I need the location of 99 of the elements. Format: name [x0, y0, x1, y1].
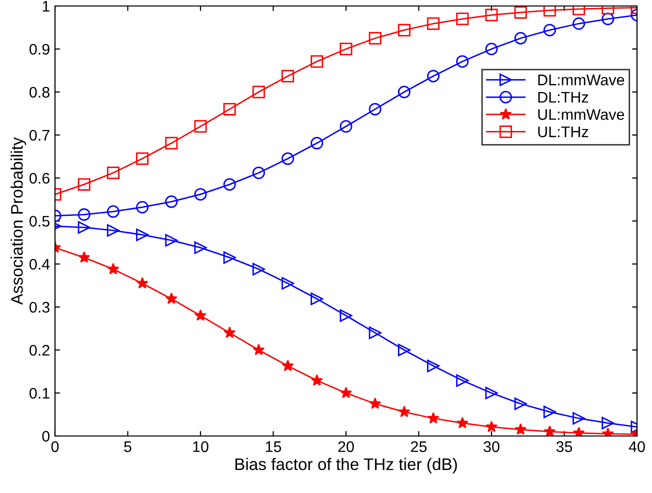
- point: [252, 166, 265, 180]
- point: [165, 292, 178, 304]
- point: [310, 374, 323, 386]
- point: [78, 221, 90, 234]
- legend-label: DL:mmWave: [538, 74, 624, 86]
- point: [78, 251, 90, 263]
- y-tick-label: 0.1: [30, 388, 50, 399]
- point: [194, 188, 207, 201]
- x-tick-label: 25: [411, 441, 427, 452]
- x-tick-label: 10: [193, 441, 208, 452]
- point: [514, 32, 527, 44]
- legend-label: UL:mmWave: [538, 109, 624, 120]
- point: [486, 420, 498, 432]
- point: [340, 42, 352, 56]
- point: [310, 292, 324, 306]
- point: [310, 136, 324, 150]
- point: [282, 277, 294, 290]
- point: [252, 86, 265, 98]
- y-tick-label: 0.7: [30, 130, 50, 141]
- point: [572, 426, 585, 436]
- x-tick-label: 40: [628, 441, 645, 452]
- point: [427, 17, 440, 30]
- x-axis-title: Bias factor of the THz tier (dB): [235, 458, 457, 474]
- point: [543, 406, 556, 418]
- y-tick-label: 0.9: [30, 44, 50, 55]
- point: [544, 425, 556, 436]
- point: [427, 360, 440, 372]
- point: [340, 386, 352, 398]
- y-tick-label: 0.6: [30, 172, 50, 184]
- y-axis-title: Association Probability: [10, 137, 26, 305]
- point: [485, 386, 498, 400]
- y-tick-label: 0.4: [30, 258, 50, 270]
- point: [78, 208, 90, 221]
- point: [282, 70, 294, 82]
- point: [194, 241, 207, 254]
- point: [223, 102, 236, 116]
- point: [572, 17, 586, 30]
- x-tick-label: 30: [484, 441, 500, 452]
- point: [136, 277, 148, 289]
- point: [398, 344, 410, 356]
- point: [252, 344, 265, 356]
- legend-label: DL:THz: [538, 92, 588, 102]
- point: [106, 166, 120, 180]
- y-tick-label: 0.3: [30, 302, 50, 313]
- point: [572, 412, 586, 425]
- point: [543, 24, 556, 36]
- point: [398, 86, 410, 98]
- point: [136, 152, 149, 165]
- point: [456, 12, 469, 26]
- y-tick-label: 1: [42, 1, 50, 12]
- x-tick-label: 15: [266, 441, 282, 452]
- x-tick-label: 35: [556, 441, 572, 452]
- point: [514, 6, 527, 19]
- point: [485, 8, 498, 22]
- x-tick-label: 5: [124, 441, 132, 452]
- point: [398, 406, 410, 418]
- legend-label: UL:THz: [538, 126, 588, 138]
- point: [368, 326, 382, 340]
- x-tick-label: 0: [51, 441, 59, 452]
- point: [602, 416, 614, 430]
- point: [165, 195, 178, 208]
- point: [194, 309, 206, 321]
- point: [165, 136, 178, 150]
- point: [223, 251, 236, 264]
- y-tick-label: 0: [42, 430, 50, 442]
- point: [427, 412, 440, 424]
- point: [340, 120, 352, 133]
- point: [78, 178, 90, 191]
- point: [456, 416, 468, 428]
- point: [194, 120, 207, 133]
- point: [602, 12, 614, 26]
- x-tick-label: 20: [338, 441, 354, 452]
- point: [106, 224, 120, 237]
- point: [485, 42, 498, 56]
- point: [136, 200, 149, 214]
- point: [107, 262, 120, 274]
- point: [368, 102, 382, 116]
- point: [223, 178, 236, 191]
- point: [398, 24, 410, 36]
- point: [252, 262, 265, 276]
- point: [165, 234, 178, 247]
- y-tick-label: 0.2: [30, 344, 50, 356]
- y-tick-label: 0.8: [30, 86, 50, 98]
- point: [368, 32, 382, 44]
- point: [427, 70, 440, 82]
- point: [282, 152, 294, 165]
- point: [456, 374, 469, 387]
- point: [136, 228, 149, 242]
- point: [456, 55, 469, 68]
- y-tick-label: 0.5: [30, 216, 50, 227]
- point: [310, 55, 324, 68]
- point: [106, 205, 120, 218]
- point: [514, 423, 527, 435]
- point: [340, 309, 352, 322]
- point: [369, 398, 382, 409]
- point: [543, 6, 556, 17]
- point: [224, 326, 236, 338]
- point: [514, 398, 527, 410]
- point: [282, 360, 294, 372]
